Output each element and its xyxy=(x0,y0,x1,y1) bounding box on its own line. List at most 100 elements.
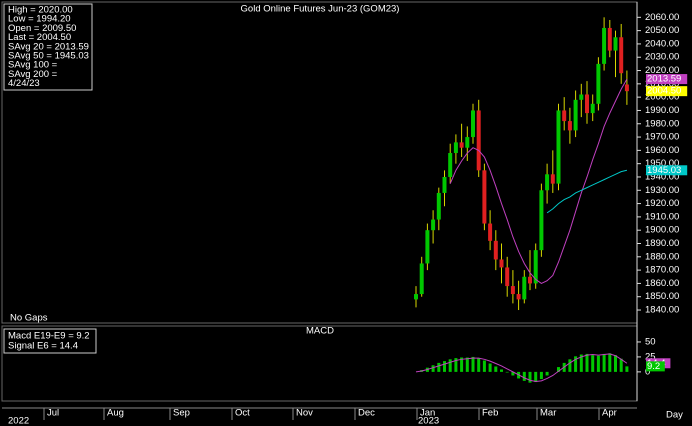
histogram-bar xyxy=(454,358,458,372)
month-label: Apr xyxy=(602,408,617,419)
month-label: Mar xyxy=(540,408,556,419)
candle-body xyxy=(539,190,544,251)
candle-body xyxy=(528,276,532,284)
candle-body xyxy=(505,267,510,287)
price-marker xyxy=(646,86,688,97)
y-tick-label: 25 xyxy=(645,351,656,362)
legend-box xyxy=(3,3,93,91)
histogram-bar xyxy=(465,357,469,372)
histogram-bar xyxy=(579,354,583,372)
candle-body xyxy=(550,174,555,184)
price-marker-label: 2004.50 xyxy=(647,86,681,97)
candle-body xyxy=(585,94,589,114)
legend-entry: Signal E6 = 14.4 xyxy=(8,341,78,352)
y-tick-label: 50 xyxy=(645,336,656,347)
y-tick-label: 1880.00 xyxy=(645,251,679,262)
histogram-bar xyxy=(534,371,538,383)
series-line xyxy=(415,353,628,382)
histogram-bar xyxy=(608,353,612,372)
histogram-bar xyxy=(557,367,560,372)
chart-title: MACD xyxy=(306,326,334,337)
legend-box xyxy=(3,328,97,354)
legend-entry: Macd E19-E9 = 9.2 xyxy=(8,331,90,342)
y-tick-label: 2040.00 xyxy=(645,38,679,49)
candle-body xyxy=(596,63,601,104)
histogram-bar xyxy=(511,371,515,376)
candle-body xyxy=(476,110,481,171)
month-label: Dec xyxy=(358,408,375,419)
y-tick-label: 0 xyxy=(645,366,650,377)
y-tick-label: 2050.00 xyxy=(645,25,679,36)
candle-body xyxy=(533,250,538,284)
y-tick-label: 1910.00 xyxy=(645,211,679,222)
candle-body xyxy=(607,27,612,51)
candle-body xyxy=(567,121,572,131)
month-label: Sep xyxy=(173,408,190,419)
candle-body xyxy=(562,110,567,122)
legend-entry: 4/24/23 xyxy=(8,78,40,89)
month-label: Oct xyxy=(235,408,250,419)
y-tick-label: 1970.00 xyxy=(645,132,679,143)
legend-entry: High = 2020.00 xyxy=(8,5,73,16)
time-unit: Day xyxy=(666,410,683,421)
candle-body xyxy=(510,286,515,295)
histogram-bar xyxy=(596,355,600,372)
candle-body xyxy=(522,276,527,300)
candle-body xyxy=(419,263,424,295)
histogram-bar xyxy=(431,365,435,372)
y-tick-label: 1850.00 xyxy=(645,291,679,302)
legend-entry: SAvg 100 = xyxy=(8,60,58,71)
candle-body xyxy=(448,153,453,177)
candle-body xyxy=(499,259,504,268)
candle-body xyxy=(431,219,436,231)
candle-body xyxy=(613,37,618,51)
series-line xyxy=(546,169,628,214)
price-marker xyxy=(646,165,688,176)
legend-entry: SAvg 20 = 2013.59 xyxy=(8,41,89,52)
histogram-bar xyxy=(585,353,589,372)
histogram-bar xyxy=(625,366,629,372)
y-tick-label: 2060.00 xyxy=(645,12,679,23)
y-tick-label: 1860.00 xyxy=(645,278,679,289)
candle-body xyxy=(488,223,493,241)
histogram-bar xyxy=(522,371,526,381)
histogram-bar xyxy=(443,361,446,372)
histogram-bar xyxy=(448,359,452,372)
macd-panel xyxy=(1,325,638,402)
month-label: Feb xyxy=(482,408,498,419)
histogram-bar xyxy=(568,359,572,372)
y-tick-label: 2030.00 xyxy=(645,52,679,63)
histogram-bar xyxy=(545,371,549,376)
histogram-bar xyxy=(505,371,509,373)
price-panel xyxy=(1,1,638,324)
chart-title: Gold Online Futures Jun-23 (GOM23) xyxy=(241,4,400,15)
y-tick-label: 1960.00 xyxy=(645,145,679,156)
y-tick-label: 1900.00 xyxy=(645,225,679,236)
candle-body xyxy=(465,137,470,148)
y-tick-label: 1930.00 xyxy=(645,185,679,196)
y-tick-label: 1980.00 xyxy=(645,118,679,129)
y-tick-label: 1870.00 xyxy=(645,265,679,276)
histogram-bar xyxy=(574,356,578,372)
candle-body xyxy=(453,142,458,154)
month-label: Nov xyxy=(296,408,313,419)
histogram-bar xyxy=(494,366,498,372)
y-tick-label: 1840.00 xyxy=(645,305,679,316)
price-marker-label: 9.2 xyxy=(647,361,660,372)
histogram-bar xyxy=(437,362,441,372)
candle-body xyxy=(414,294,418,300)
y-tick-label: 1950.00 xyxy=(645,158,679,169)
histogram-bar xyxy=(477,358,481,372)
y-tick-label: 1890.00 xyxy=(645,238,679,249)
candle-body xyxy=(545,174,550,191)
histogram-bar xyxy=(460,357,464,372)
price-marker-label: 1945.03 xyxy=(647,165,681,176)
histogram-bar xyxy=(528,371,532,383)
legend-entry: Low = 1994.20 xyxy=(8,14,71,25)
year-label: 2022 xyxy=(8,416,29,426)
y-tick-label: 2000.00 xyxy=(645,92,679,103)
series-line xyxy=(449,78,628,284)
legend-entry: Open = 2009.50 xyxy=(8,23,76,34)
